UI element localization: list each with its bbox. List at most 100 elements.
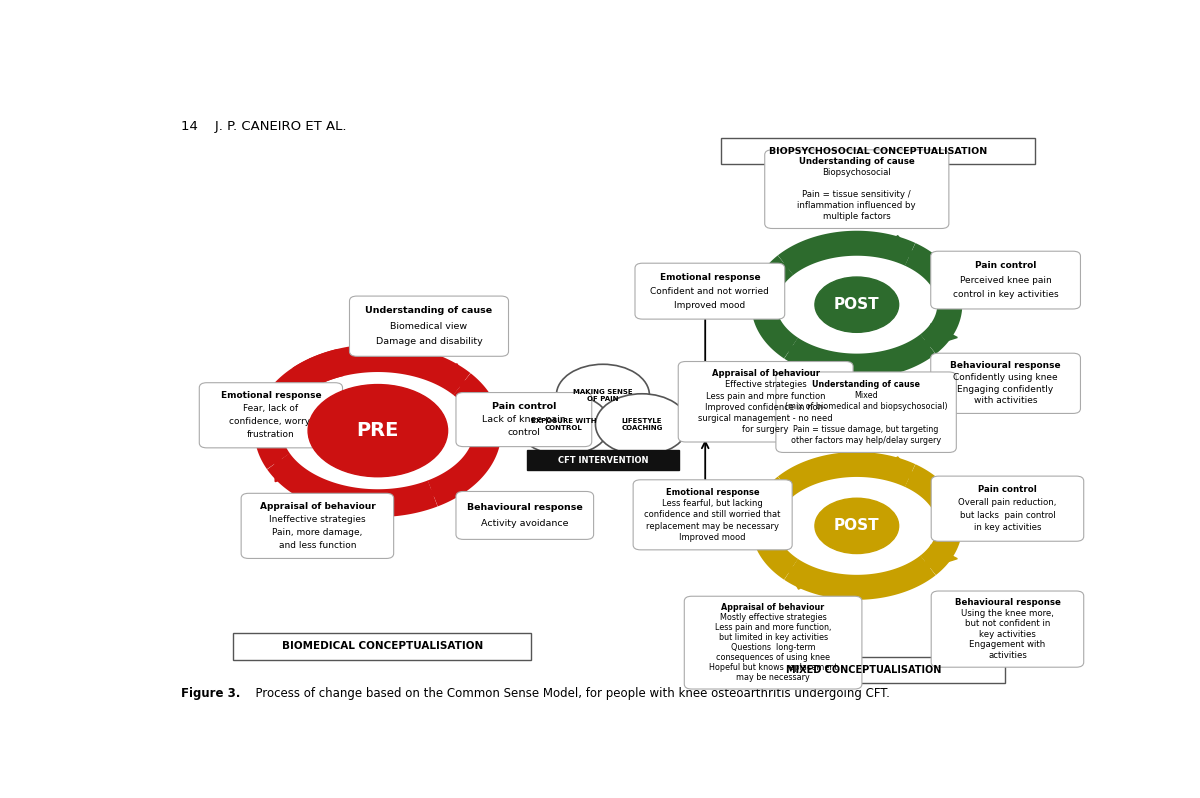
FancyBboxPatch shape <box>722 657 1004 682</box>
Text: Biopsychosocial: Biopsychosocial <box>822 168 892 177</box>
Text: activities: activities <box>988 651 1027 660</box>
Circle shape <box>815 498 899 554</box>
Text: Effective strategies: Effective strategies <box>725 381 806 389</box>
Circle shape <box>595 393 689 455</box>
Text: for surgery: for surgery <box>743 425 788 434</box>
Text: Biomedical view: Biomedical view <box>390 322 468 330</box>
Text: Improved confidence in non-: Improved confidence in non- <box>706 403 826 412</box>
FancyBboxPatch shape <box>931 251 1080 309</box>
FancyBboxPatch shape <box>931 591 1084 667</box>
Text: Appraisal of behaviour: Appraisal of behaviour <box>259 502 376 511</box>
Circle shape <box>517 393 611 455</box>
FancyBboxPatch shape <box>635 263 785 319</box>
Text: Pain control: Pain control <box>492 401 556 411</box>
Text: CFT INTERVENTION: CFT INTERVENTION <box>558 456 648 464</box>
Text: Understanding of cause: Understanding of cause <box>799 157 914 166</box>
Text: Ineffective strategies: Ineffective strategies <box>269 515 366 524</box>
Text: 14    J. P. CANEIRO ET AL.: 14 J. P. CANEIRO ET AL. <box>181 120 346 133</box>
Text: Perceived knee pain: Perceived knee pain <box>960 275 1051 285</box>
FancyBboxPatch shape <box>349 296 509 356</box>
Text: with activities: with activities <box>974 397 1037 405</box>
Text: Engaging confidently: Engaging confidently <box>958 385 1054 393</box>
Text: Less fearful, but lacking: Less fearful, but lacking <box>662 499 763 508</box>
FancyBboxPatch shape <box>931 476 1084 541</box>
FancyBboxPatch shape <box>241 493 394 559</box>
Text: Questions  long-term: Questions long-term <box>731 643 816 652</box>
Text: Understanding of cause: Understanding of cause <box>366 306 492 315</box>
Text: PRE: PRE <box>356 421 400 440</box>
Text: Pain = tissue damage, but targeting: Pain = tissue damage, but targeting <box>793 425 938 433</box>
Polygon shape <box>432 364 467 388</box>
Text: BIOPSYCHOSOCIAL CONCEPTUALISATION: BIOPSYCHOSOCIAL CONCEPTUALISATION <box>769 147 988 156</box>
FancyBboxPatch shape <box>634 480 792 550</box>
FancyBboxPatch shape <box>776 372 956 452</box>
Text: Behavioural response: Behavioural response <box>954 598 1061 607</box>
FancyBboxPatch shape <box>456 492 594 539</box>
Text: Emotional response: Emotional response <box>666 488 760 496</box>
Text: Process of change based on the Common Sense Model, for people with knee osteoart: Process of change based on the Common Se… <box>247 686 889 700</box>
Polygon shape <box>756 482 791 507</box>
FancyBboxPatch shape <box>931 354 1080 413</box>
Text: Emotional response: Emotional response <box>660 273 760 282</box>
Text: MAKING SENSE
OF PAIN: MAKING SENSE OF PAIN <box>574 389 632 401</box>
FancyBboxPatch shape <box>721 138 1036 164</box>
Text: consequences of using knee: consequences of using knee <box>716 653 830 662</box>
FancyBboxPatch shape <box>684 596 862 689</box>
Text: but limited in key activities: but limited in key activities <box>719 633 828 642</box>
Text: other factors may help/delay surgery: other factors may help/delay surgery <box>791 436 941 444</box>
Text: multiple factors: multiple factors <box>823 212 890 221</box>
Circle shape <box>308 385 448 476</box>
Polygon shape <box>785 345 822 368</box>
Polygon shape <box>880 456 917 478</box>
FancyBboxPatch shape <box>678 361 853 442</box>
Polygon shape <box>880 235 917 257</box>
Polygon shape <box>923 324 958 348</box>
Polygon shape <box>310 358 348 379</box>
Polygon shape <box>426 475 463 496</box>
Text: Pain control: Pain control <box>974 261 1037 270</box>
Text: key activities: key activities <box>979 630 1036 639</box>
FancyBboxPatch shape <box>527 450 679 470</box>
Text: Improved mood: Improved mood <box>674 301 745 310</box>
Text: Using the knee more,: Using the knee more, <box>961 609 1054 618</box>
Text: control: control <box>508 429 540 437</box>
Text: EXPOSURE WITH
CONTROL: EXPOSURE WITH CONTROL <box>532 418 596 431</box>
Text: Mixed: Mixed <box>854 391 878 400</box>
Text: Behavioural response: Behavioural response <box>950 361 1061 370</box>
Polygon shape <box>785 566 822 589</box>
FancyBboxPatch shape <box>456 393 592 447</box>
Text: Pain control: Pain control <box>978 485 1037 494</box>
Polygon shape <box>923 545 958 570</box>
Circle shape <box>815 277 899 332</box>
Text: Emotional response: Emotional response <box>221 392 322 401</box>
Text: POST: POST <box>834 297 880 312</box>
Text: Activity avoidance: Activity avoidance <box>481 519 569 528</box>
Text: Less pain and more function: Less pain and more function <box>706 392 826 401</box>
Text: Pain = tissue sensitivity /: Pain = tissue sensitivity / <box>803 190 911 200</box>
Text: Figure 3.: Figure 3. <box>181 686 240 700</box>
Text: Behavioural response: Behavioural response <box>467 503 583 512</box>
FancyBboxPatch shape <box>233 633 532 660</box>
Text: Engagement with: Engagement with <box>970 641 1045 650</box>
Text: Overall pain reduction,: Overall pain reduction, <box>959 498 1057 507</box>
Text: confidence and still worried that: confidence and still worried that <box>644 511 781 519</box>
Text: surgical management - no need: surgical management - no need <box>698 414 833 423</box>
Text: Hopeful but knows replacement: Hopeful but knows replacement <box>709 663 838 672</box>
Text: Less pain and more function,: Less pain and more function, <box>715 623 832 632</box>
Polygon shape <box>756 261 791 286</box>
Text: may be necessary: may be necessary <box>737 673 810 682</box>
Text: Confident and not worried: Confident and not worried <box>650 286 769 295</box>
Text: MIXED CONCEPTUALISATION: MIXED CONCEPTUALISATION <box>786 665 941 674</box>
Circle shape <box>557 364 649 425</box>
Text: POST: POST <box>834 519 880 533</box>
Text: Pain, more damage,: Pain, more damage, <box>272 527 362 537</box>
Text: Confidently using knee: Confidently using knee <box>953 373 1058 382</box>
Text: Fear, lack of: Fear, lack of <box>244 405 299 413</box>
Text: Damage and disability: Damage and disability <box>376 337 482 346</box>
Text: Understanding of cause: Understanding of cause <box>812 380 920 389</box>
Text: Lack of knee pain: Lack of knee pain <box>482 415 565 424</box>
FancyBboxPatch shape <box>199 383 342 448</box>
Text: LIFESTYLE
COACHING: LIFESTYLE COACHING <box>622 418 662 431</box>
Text: (mix of biomedical and biopsychosocial): (mix of biomedical and biopsychosocial) <box>785 402 948 411</box>
Polygon shape <box>275 456 305 482</box>
